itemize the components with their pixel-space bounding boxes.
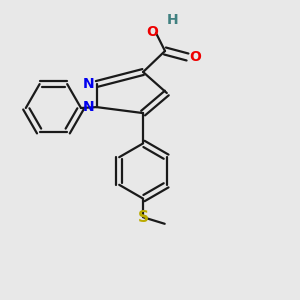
Text: S: S [138, 210, 148, 225]
Text: H: H [167, 13, 178, 27]
Text: N: N [82, 100, 94, 114]
Text: N: N [82, 77, 94, 91]
Text: O: O [189, 50, 201, 64]
Text: O: O [146, 25, 158, 38]
